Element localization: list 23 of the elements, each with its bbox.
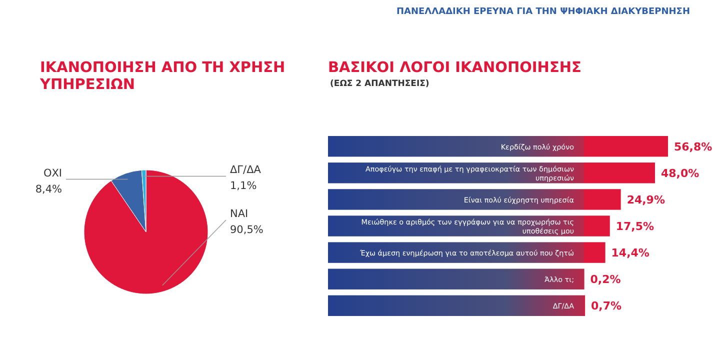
data-label: 14,4% [611,246,650,260]
text: (ΕΩΣ 2 ΑΠΑΝΤΗΣΕΙΣ) [330,79,430,89]
bar [584,136,668,157]
bar [584,162,655,184]
data-label: 1,1% [230,180,257,192]
data-label: 24,9% [626,193,665,206]
data-label: 0,2% [590,273,621,286]
data-label: 56,8% [674,140,712,154]
pie-slice [84,170,208,294]
data-label: 48,0% [660,166,700,180]
slice-label: ΝΑΙ [230,208,248,220]
text: ΠΑΝΕΛΛΑΔΙΚΗ ΕΡΕΥΝΑ ΓΙΑ ΤΗΝ ΨΗΦΙΑΚΗ ΔΙΑΚΥΒΕΡΝΗΣΗ [396,7,690,17]
slice-label: ΔΓ/ΔΑ [230,164,262,176]
data-label: 17,5% [616,220,654,233]
slice-label: ΟΧΙ [43,167,62,180]
data-label: 90,5% [230,224,264,236]
bar [584,189,621,210]
data-label: 0,7% [591,300,622,313]
bar [584,216,610,236]
bar [584,242,606,263]
data-label: 8,4% [35,183,62,196]
text: ΒΑΣΙΚΟΙ ΛΟΓΟΙ ΙΚΑΝΟΠΟΙΗΣΗΣ [328,60,582,76]
chart-title: ΙΚΑΝΟΠΟΙΗΣΗ ΑΠΟ ΤΗ ΧΡΗΣΗ ΥΠΗΡΕΣΙΩΝ [39,60,286,93]
